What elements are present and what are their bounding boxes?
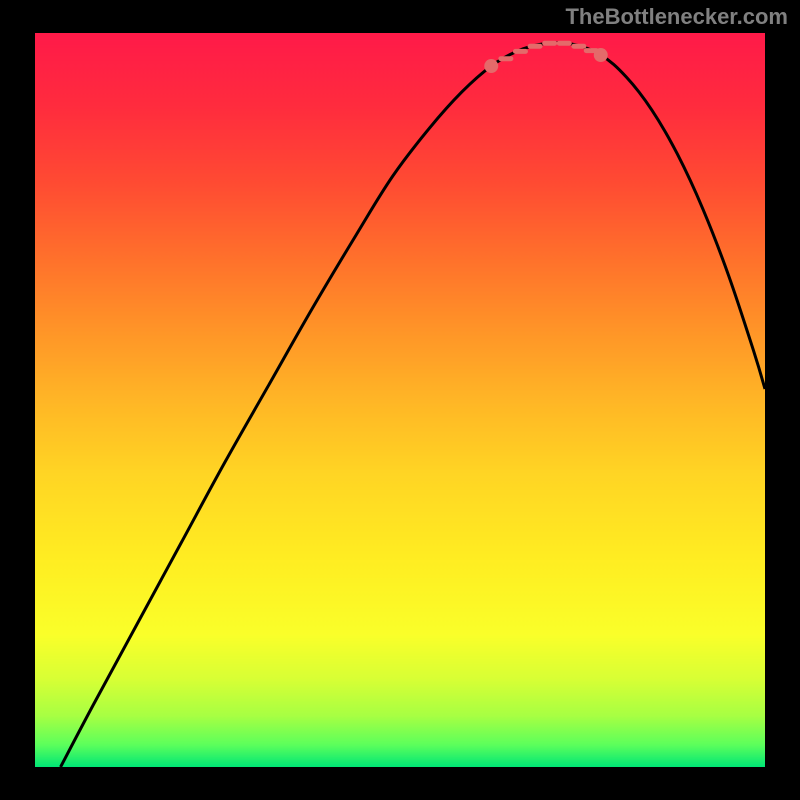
bottleneck-curve (61, 43, 765, 767)
plot-area (35, 33, 765, 767)
curve-overlay (35, 33, 765, 767)
attribution-text: TheBottlenecker.com (565, 4, 788, 30)
highlight-marker-left (484, 59, 498, 73)
highlight-marker-right (594, 48, 608, 62)
chart-container: TheBottlenecker.com (0, 0, 800, 800)
